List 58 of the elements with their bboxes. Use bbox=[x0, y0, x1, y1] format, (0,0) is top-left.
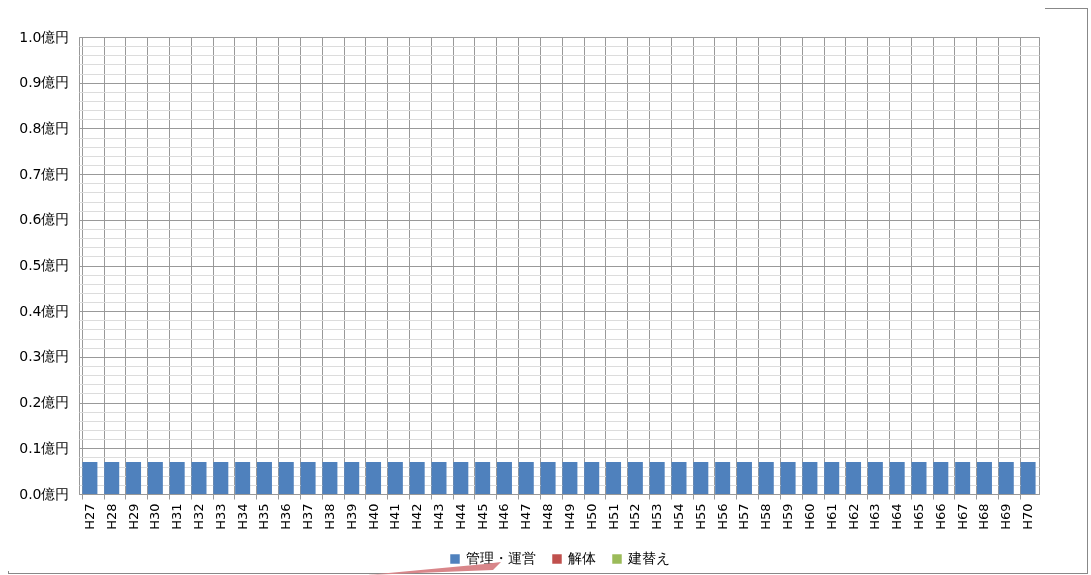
x-tick-label: H46 bbox=[496, 503, 512, 530]
x-tick-label: H62 bbox=[845, 503, 861, 530]
x-tick-label: H59 bbox=[780, 503, 796, 530]
x-tick-label: H61 bbox=[823, 503, 839, 530]
y-tick-label: 1.0億円 bbox=[19, 28, 70, 45]
x-tick-label: H36 bbox=[278, 503, 294, 530]
x-tick-label: H39 bbox=[343, 503, 359, 530]
y-tick-label: 0.9億円 bbox=[19, 74, 70, 91]
legend-label: 解体 bbox=[568, 550, 596, 566]
x-tick-label: H29 bbox=[125, 503, 141, 530]
x-tick-label: H58 bbox=[758, 503, 774, 530]
x-tick-label: H55 bbox=[692, 503, 708, 530]
x-tick-label: H56 bbox=[714, 503, 730, 530]
x-tick-label: H28 bbox=[103, 503, 119, 530]
x-tick-label: H54 bbox=[671, 503, 686, 530]
y-tick-label: 0.1億円 bbox=[19, 439, 70, 456]
x-tick-label: H43 bbox=[431, 503, 446, 530]
x-tick-label: H70 bbox=[1020, 503, 1036, 530]
x-tick-label: H50 bbox=[583, 503, 599, 530]
y-tick-label: 0.0億円 bbox=[19, 485, 70, 502]
x-tick-label: H67 bbox=[954, 503, 970, 530]
y-tick-label: 0.2億円 bbox=[19, 394, 70, 411]
x-tick-label: H53 bbox=[649, 503, 665, 530]
x-tick-label: H47 bbox=[518, 503, 534, 530]
y-tick-label: 0.4億円 bbox=[19, 302, 70, 319]
x-tick-label: H69 bbox=[998, 503, 1014, 530]
x-tick-label: H37 bbox=[300, 503, 316, 530]
x-tick-label: H63 bbox=[867, 503, 883, 530]
x-tick-label: H65 bbox=[911, 503, 926, 530]
y-tick-label: 0.3億円 bbox=[19, 348, 70, 365]
y-tick-label: 0.5億円 bbox=[19, 257, 70, 273]
y-tick-label: 0.6億円 bbox=[19, 211, 70, 228]
y-tick-label: 0.7億円 bbox=[19, 165, 70, 182]
x-tick-label: H34 bbox=[234, 503, 250, 530]
x-tick-label: H45 bbox=[474, 503, 490, 530]
x-tick-label: H51 bbox=[605, 503, 621, 530]
x-tick-label: H30 bbox=[147, 503, 163, 530]
legend-label: 建替え bbox=[627, 550, 670, 566]
x-tick-label: H35 bbox=[256, 503, 272, 530]
x-tick-label: H66 bbox=[932, 503, 948, 530]
x-tick-label: H68 bbox=[976, 503, 992, 530]
x-tick-label: H48 bbox=[540, 503, 556, 530]
x-tick-label: H32 bbox=[191, 503, 206, 530]
x-tick-label: H57 bbox=[736, 503, 752, 530]
x-tick-label: H42 bbox=[409, 503, 425, 530]
x-tick-label: H38 bbox=[321, 503, 337, 530]
x-tick-label: H27 bbox=[81, 503, 97, 530]
x-tick-label: H52 bbox=[627, 503, 643, 530]
x-tick-label: H64 bbox=[889, 503, 905, 530]
legend-label: 管理・運営 bbox=[466, 550, 536, 566]
x-tick-label: H33 bbox=[212, 503, 228, 530]
x-tick-label: H41 bbox=[387, 503, 403, 530]
x-tick-label: H49 bbox=[561, 503, 577, 530]
y-tick-label: 0.8億円 bbox=[19, 119, 70, 136]
x-tick-label: H60 bbox=[801, 503, 817, 530]
x-tick-label: H31 bbox=[169, 503, 185, 530]
x-tick-label: H40 bbox=[365, 503, 381, 530]
x-tick-label: H44 bbox=[452, 503, 468, 530]
